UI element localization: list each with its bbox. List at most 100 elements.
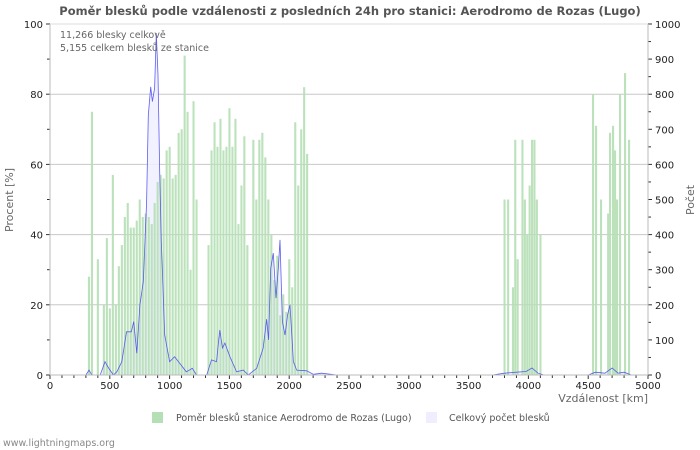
ratio-bar bbox=[96, 259, 99, 375]
ratio-bar bbox=[624, 73, 627, 375]
ratio-bar bbox=[270, 234, 273, 375]
x-axis-label: Vzdálenost [km] bbox=[558, 392, 648, 405]
y-tick-label: 100 bbox=[24, 20, 43, 31]
ratio-bar bbox=[535, 199, 538, 375]
ratio-bar bbox=[612, 125, 615, 375]
ratio-bar bbox=[135, 220, 138, 375]
ratio-bar bbox=[132, 227, 135, 375]
ratio-bar bbox=[231, 146, 234, 375]
ratio-bar bbox=[195, 199, 198, 375]
ratio-bar bbox=[276, 255, 279, 375]
ratio-bar bbox=[213, 122, 216, 375]
y-right-tick-label: 200 bbox=[655, 301, 674, 312]
y-right-tick-label: 700 bbox=[655, 125, 674, 136]
ratio-bar bbox=[150, 224, 153, 375]
legend-swatch-total bbox=[426, 412, 437, 423]
ratio-bar bbox=[616, 199, 619, 375]
ratio-bar bbox=[240, 185, 243, 375]
ratio-bar bbox=[291, 287, 294, 376]
total-count-polyline bbox=[85, 33, 648, 376]
ratio-bar bbox=[261, 132, 264, 375]
ratio-bar bbox=[102, 304, 105, 375]
y-tick-label: 40 bbox=[30, 231, 43, 242]
legend-swatch-ratio bbox=[152, 412, 163, 423]
ratio-bar bbox=[533, 139, 536, 375]
ratio-bar bbox=[177, 132, 180, 375]
ratio-bar bbox=[264, 157, 267, 375]
y-right-tick-label: 900 bbox=[655, 55, 674, 66]
x-tick-label: 0 bbox=[47, 381, 53, 392]
ratio-bar bbox=[153, 203, 156, 375]
ratio-bar bbox=[159, 174, 162, 375]
ratio-bar bbox=[90, 111, 93, 376]
ratio-bar bbox=[147, 217, 150, 375]
y-axis-right-label: Počet bbox=[684, 184, 697, 215]
ratio-bar bbox=[114, 304, 117, 375]
ratio-bar bbox=[521, 139, 524, 375]
ratio-bar bbox=[129, 227, 132, 375]
ratio-bar bbox=[297, 185, 300, 375]
ratio-bar bbox=[267, 199, 270, 375]
ratio-bar bbox=[539, 234, 542, 375]
y-tick-label: 60 bbox=[30, 160, 43, 171]
ratio-bar bbox=[595, 125, 598, 375]
ratio-bar bbox=[111, 174, 114, 375]
ratio-bar bbox=[228, 108, 231, 375]
ratio-bar bbox=[609, 132, 612, 375]
ratio-bar bbox=[87, 276, 90, 375]
ratio-bar bbox=[192, 101, 195, 375]
ratio-bar bbox=[144, 213, 147, 375]
y-right-tick-label: 0 bbox=[655, 371, 661, 382]
ratio-bar bbox=[216, 146, 219, 375]
ratio-bar bbox=[279, 315, 282, 375]
ratio-bar bbox=[288, 259, 291, 375]
ratio-bar bbox=[105, 238, 108, 375]
legend-label-ratio: Poměr blesků stanice Aerodromo de Rozas … bbox=[176, 413, 412, 424]
x-tick-label: 1500 bbox=[217, 381, 242, 392]
ratio-bar bbox=[607, 213, 610, 375]
y-tick-label: 20 bbox=[30, 301, 43, 312]
ratio-bar bbox=[306, 153, 309, 375]
x-tick-label: 4000 bbox=[516, 381, 541, 392]
ratio-bar bbox=[108, 308, 111, 375]
axes: 0204060801000100200300400500600700800900… bbox=[24, 20, 681, 392]
ratio-bar bbox=[219, 118, 222, 376]
ratio-bar bbox=[207, 245, 210, 375]
ratio-bar bbox=[294, 122, 297, 375]
ratio-bar bbox=[171, 178, 174, 375]
ratio-bar bbox=[619, 94, 622, 375]
x-tick-label: 5000 bbox=[635, 381, 660, 392]
ratio-bar bbox=[614, 150, 617, 375]
ratio-bar bbox=[141, 217, 144, 375]
ratio-bar bbox=[258, 139, 261, 375]
y-tick-label: 0 bbox=[37, 371, 43, 382]
ratio-bar bbox=[514, 139, 517, 375]
y-tick-label: 80 bbox=[30, 90, 43, 101]
ratio-bar bbox=[162, 178, 165, 375]
ratio-bar bbox=[273, 280, 276, 375]
ratio-bar bbox=[252, 139, 255, 375]
y-right-tick-label: 600 bbox=[655, 160, 674, 171]
ratio-bar bbox=[222, 150, 225, 375]
ratio-bar bbox=[526, 234, 529, 375]
ratio-bar bbox=[225, 146, 228, 375]
ratio-bar bbox=[117, 266, 120, 375]
total-count-line bbox=[85, 33, 648, 376]
ratio-bar bbox=[237, 224, 240, 375]
ratio-bar bbox=[592, 94, 595, 375]
ratio-bar bbox=[300, 129, 303, 375]
footer-link[interactable]: www.lightningmaps.org bbox=[3, 438, 115, 449]
annotation-station: 5,155 celkem blesků ze stanice bbox=[60, 43, 209, 54]
ratio-bar bbox=[285, 311, 288, 375]
ratio-bar bbox=[180, 129, 183, 375]
ratio-bar bbox=[189, 269, 192, 375]
ratio-bar bbox=[120, 245, 123, 375]
ratio-bar bbox=[138, 199, 141, 375]
ratio-bar bbox=[126, 203, 129, 375]
ratio-bar bbox=[507, 199, 510, 375]
y-right-tick-label: 100 bbox=[655, 336, 674, 347]
ratio-bar bbox=[528, 185, 531, 375]
y-axis-label: Procent [%] bbox=[3, 168, 16, 232]
ratio-bar bbox=[183, 55, 186, 375]
